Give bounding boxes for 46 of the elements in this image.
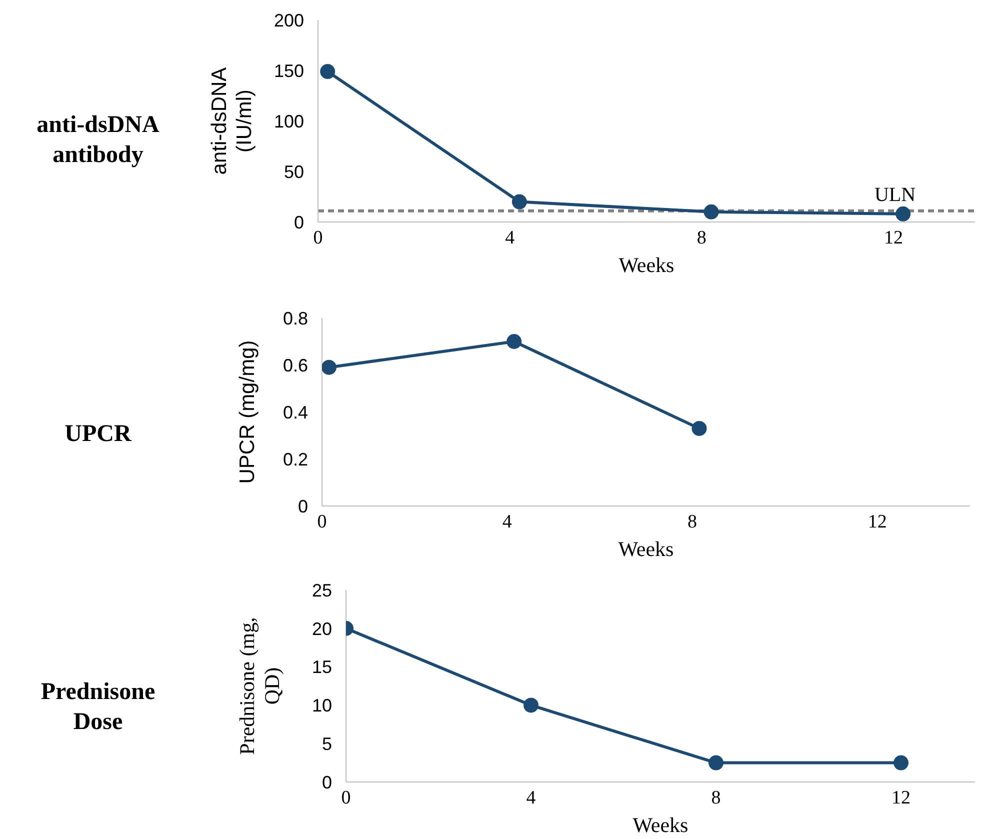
point bbox=[896, 206, 911, 222]
y-tick-label: 10 bbox=[312, 696, 332, 716]
x-tick-label: 12 bbox=[868, 511, 887, 532]
x-axis-title: Weeks bbox=[632, 813, 688, 837]
y-tick-label: 50 bbox=[284, 162, 304, 182]
x-tick-label: 0 bbox=[341, 787, 351, 808]
x-tick-label: 8 bbox=[688, 511, 698, 532]
x-tick-label: 4 bbox=[502, 511, 512, 532]
point bbox=[524, 698, 538, 713]
x-tick-label: 8 bbox=[696, 227, 706, 248]
y-tick-label: 200 bbox=[274, 10, 304, 30]
point bbox=[894, 755, 908, 770]
x-tick-label: 4 bbox=[526, 787, 536, 808]
y-tick-label: 5 bbox=[322, 734, 332, 754]
y-axis-title: UPCR (mg/mg) bbox=[236, 340, 259, 484]
x-tick-label: 12 bbox=[892, 787, 910, 808]
y-tick-label: 25 bbox=[312, 580, 332, 600]
y-tick-label: 15 bbox=[312, 657, 332, 678]
point bbox=[708, 755, 724, 770]
y-tick-label: 20 bbox=[312, 618, 332, 639]
x-tick-label: 12 bbox=[884, 227, 903, 248]
point bbox=[512, 194, 527, 210]
ref-line-label: ULN bbox=[874, 184, 916, 206]
text: Prednisone Dose bbox=[40, 679, 156, 735]
point bbox=[322, 360, 336, 375]
y-tick-label: 0 bbox=[294, 212, 304, 232]
y-tick-label: 150 bbox=[274, 60, 304, 81]
x-tick-label: 8 bbox=[711, 787, 721, 808]
y-tick-label: 100 bbox=[274, 111, 304, 132]
x-axis-title: Weeks bbox=[618, 537, 674, 561]
y-tick-label: 0.4 bbox=[282, 402, 308, 422]
y-tick-label: 0 bbox=[322, 772, 332, 792]
point bbox=[704, 204, 719, 220]
y-tick-label: 0 bbox=[298, 496, 308, 516]
point bbox=[692, 420, 707, 436]
y-axis-title: Prednisone (mg, QD) bbox=[235, 617, 284, 755]
y-tick-label: 0.2 bbox=[282, 449, 308, 470]
x-axis-title: Weeks bbox=[618, 253, 674, 277]
point bbox=[320, 64, 336, 80]
y-tick-label: 0.6 bbox=[282, 355, 308, 376]
point bbox=[506, 334, 522, 349]
y-axis-title: anti-dsDNA (IU/ml) bbox=[208, 67, 256, 175]
y-tick-label: 0.8 bbox=[282, 308, 308, 328]
text: UPCR bbox=[64, 421, 132, 447]
x-tick-label: 4 bbox=[505, 227, 516, 248]
text: anti-dsDNA antibody bbox=[36, 112, 160, 168]
